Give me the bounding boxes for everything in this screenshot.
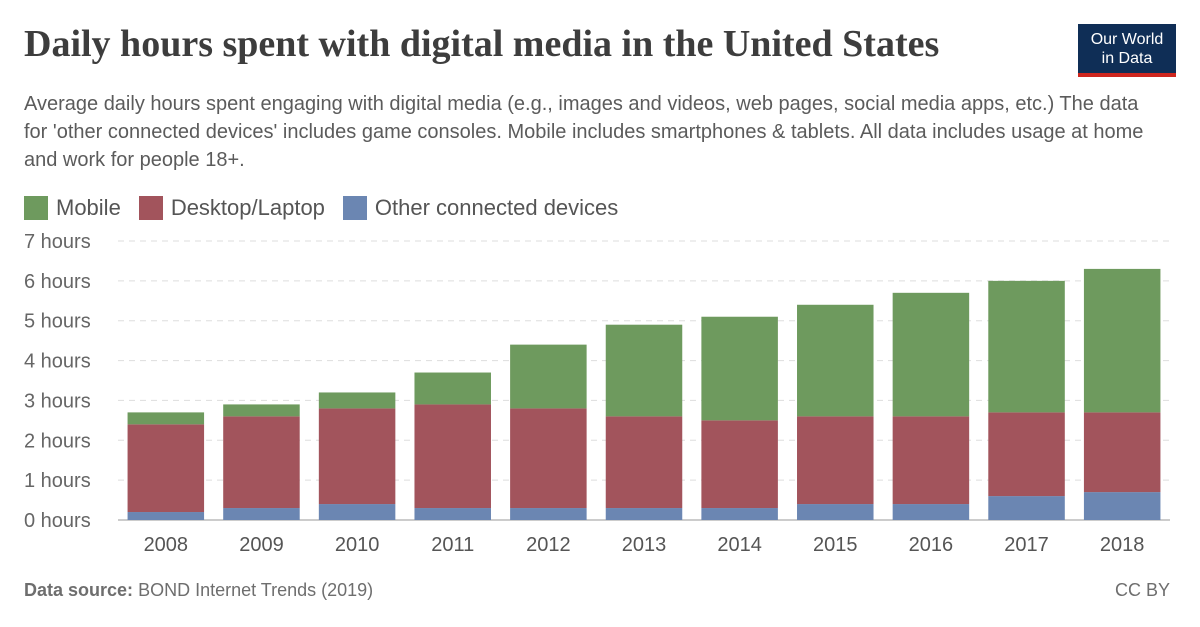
x-tick-label: 2012 — [526, 534, 571, 556]
y-tick-label: 0 hours — [24, 510, 91, 532]
bar-other-2015 — [797, 504, 874, 520]
x-tick-label: 2008 — [144, 534, 189, 556]
x-tick-label: 2015 — [813, 534, 858, 556]
bar-desktop-2012 — [510, 408, 587, 509]
bar-desktop-2015 — [797, 416, 874, 505]
bar-desktop-2008 — [127, 424, 205, 513]
chart-subtitle: Average daily hours spent engaging with … — [24, 93, 1144, 171]
x-tick-label: 2009 — [239, 534, 284, 556]
bar-other-2016 — [892, 504, 970, 520]
y-tick-label: 4 hours — [24, 351, 91, 373]
legend-swatch-desktop — [138, 196, 163, 220]
bar-other-2008 — [127, 512, 205, 520]
bar-other-2012 — [510, 508, 587, 520]
x-tick-label: 2017 — [1004, 534, 1049, 556]
owid-logo[interactable]: Our World in Data — [1078, 24, 1176, 77]
bar-mobile-2010 — [318, 392, 396, 409]
bar-desktop-2013 — [605, 416, 683, 509]
x-tick-label: 2016 — [909, 534, 954, 556]
bar-mobile-2013 — [605, 324, 683, 417]
bar-desktop-2010 — [318, 408, 396, 505]
legend-swatch-other — [342, 196, 367, 220]
y-tick-label: 5 hours — [24, 311, 91, 333]
legend-swatch-mobile — [24, 196, 48, 220]
bar-mobile-2011 — [414, 372, 491, 405]
x-tick-label: 2018 — [1100, 534, 1145, 556]
legend-item-mobile[interactable]: Mobile — [24, 195, 121, 221]
bar-other-2011 — [414, 508, 491, 520]
y-tick-label: 7 hours — [24, 231, 91, 253]
bar-other-2014 — [701, 508, 778, 520]
y-tick-label: 6 hours — [24, 271, 91, 293]
bar-other-2010 — [318, 504, 396, 520]
data-source-text: BOND Internet Trends (2019) — [138, 580, 374, 600]
chart-title: Daily hours spent with digital media in … — [24, 23, 940, 65]
legend-label-other: Other connected devices — [374, 195, 619, 220]
legend-item-desktop[interactable]: Desktop/Laptop — [138, 195, 325, 221]
x-tick-label: 2014 — [717, 534, 762, 556]
data-source: Data source: BOND Internet Trends (2019) — [24, 580, 373, 601]
logo-line-1: Our World — [1090, 31, 1164, 48]
bar-desktop-2018 — [1083, 412, 1161, 493]
bar-desktop-2009 — [223, 416, 300, 509]
bar-other-2017 — [988, 496, 1065, 520]
bar-other-2018 — [1083, 492, 1161, 520]
bar-mobile-2016 — [892, 292, 970, 417]
bar-mobile-2015 — [797, 304, 874, 417]
bar-mobile-2009 — [223, 404, 300, 417]
bar-desktop-2016 — [892, 416, 970, 505]
x-tick-label: 2013 — [622, 534, 667, 556]
bar-desktop-2017 — [988, 412, 1065, 497]
bar-other-2009 — [223, 508, 300, 520]
data-source-label: Data source: — [24, 580, 134, 600]
y-tick-label: 3 hours — [24, 390, 91, 412]
legend-item-other[interactable]: Other connected devices — [342, 195, 619, 221]
bar-mobile-2014 — [701, 316, 778, 421]
logo-line-2: in Data — [1101, 50, 1153, 67]
license[interactable]: CC BY — [1114, 580, 1170, 600]
y-tick-label: 1 hours — [24, 470, 91, 492]
x-tick-label: 2011 — [431, 534, 474, 556]
chart-legend: Mobile Desktop/Laptop Other connected de… — [24, 195, 636, 221]
bar-mobile-2008 — [127, 412, 205, 425]
legend-label-desktop: Desktop/Laptop — [170, 195, 325, 220]
bar-mobile-2017 — [988, 280, 1065, 413]
x-tick-label: 2010 — [335, 534, 380, 556]
bar-mobile-2018 — [1083, 268, 1161, 413]
bar-desktop-2014 — [701, 420, 778, 509]
bar-desktop-2011 — [414, 404, 491, 509]
bar-mobile-2012 — [510, 344, 587, 409]
y-tick-label: 2 hours — [24, 430, 91, 452]
bar-other-2013 — [605, 508, 683, 520]
legend-label-mobile: Mobile — [56, 195, 121, 220]
